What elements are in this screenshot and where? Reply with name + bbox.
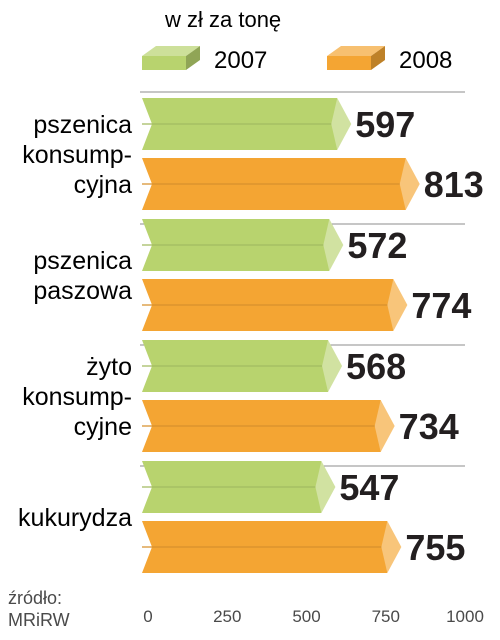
bar-tip: [374, 400, 395, 452]
value-label-2007-3: 547: [339, 467, 399, 508]
bar-2008-2: 734: [142, 400, 459, 452]
legend-swatch-side-2007: [186, 46, 200, 70]
bar-2007-3: 547: [142, 461, 399, 513]
value-label-2007-0: 597: [355, 104, 415, 145]
bar-2007-2: 568: [142, 340, 406, 392]
bar-tip: [399, 158, 420, 210]
x-tick-250: 250: [213, 607, 241, 626]
legend-swatch-top-2007: [142, 46, 200, 56]
source-line-1: MRiRW: [8, 610, 70, 630]
legend-swatch-front-2007: [142, 56, 186, 70]
legend-label-2007: 2007: [214, 47, 267, 74]
x-tick-0: 0: [143, 607, 152, 626]
value-label-2008-3: 755: [405, 527, 465, 568]
bar-2007-0: 597: [142, 98, 415, 150]
legend: 2007 2008: [142, 46, 452, 74]
bar-2008-3: 755: [142, 521, 465, 573]
x-tick-1000: 1000: [446, 607, 484, 626]
value-label-2008-0: 813: [424, 164, 484, 205]
source-line-0: źródło:: [8, 588, 62, 608]
x-axis-ticks: 0 250 500 750 1000: [143, 607, 484, 626]
value-label-2008-1: 774: [411, 285, 471, 326]
chart-subtitle: w zł za tonę: [164, 7, 281, 32]
legend-label-2008: 2008: [399, 47, 452, 74]
value-label-2007-2: 568: [346, 346, 406, 387]
legend-swatch-side-2008: [371, 46, 385, 70]
value-label-2008-2: 734: [399, 406, 459, 447]
bar-tip: [331, 98, 352, 150]
source-note: źródło:MRiRW: [8, 588, 70, 630]
bar-tip: [315, 461, 336, 513]
category-label-3: kukurydza: [18, 504, 132, 532]
bar-tip: [322, 340, 343, 392]
category-labels: pszenica konsump-cyjna pszenica paszowa żyto…: [18, 111, 132, 532]
bar-2007-1: 572: [142, 219, 407, 271]
bar-2008-1: 774: [142, 279, 471, 331]
category-label-1: pszenica paszowa: [33, 247, 132, 305]
bar-tip: [381, 521, 402, 573]
value-label-2007-1: 572: [347, 225, 407, 266]
category-label-0: pszenica konsump-cyjna: [22, 111, 132, 199]
x-tick-500: 500: [292, 607, 320, 626]
category-label-2: żyto konsump-cyjne: [22, 353, 132, 441]
bar-tip: [323, 219, 344, 271]
bar-2008-0: 813: [142, 158, 484, 210]
legend-swatch-top-2008: [327, 46, 385, 56]
x-tick-750: 750: [372, 607, 400, 626]
bar-tip: [387, 279, 408, 331]
legend-swatch-front-2008: [327, 56, 371, 70]
